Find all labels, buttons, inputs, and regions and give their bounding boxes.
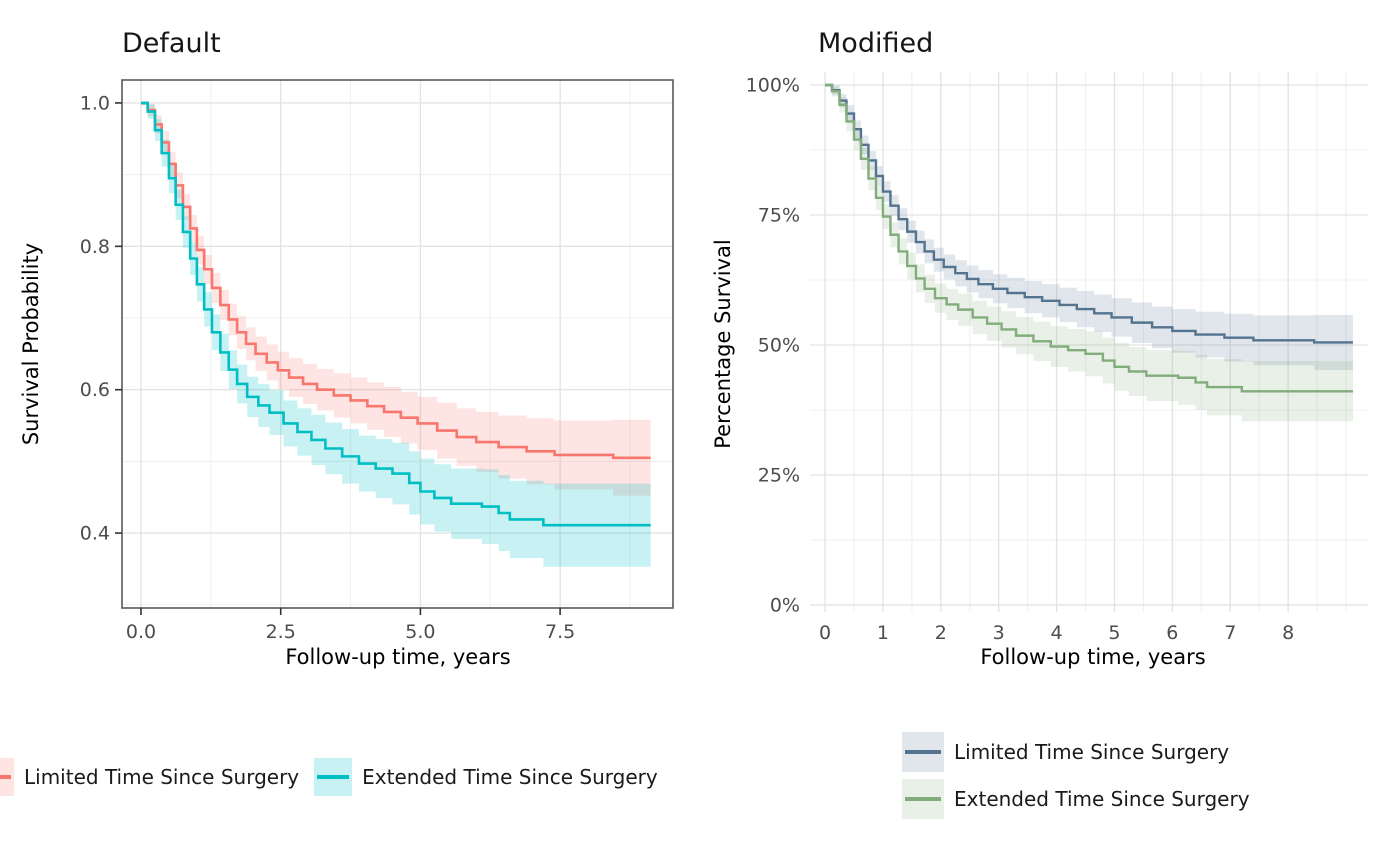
legend-label-extended-modified: Extended Time Since Surgery (954, 787, 1250, 811)
legend-key-line (0, 775, 11, 779)
axis-ticks (115, 102, 561, 615)
x-tick-label: 8 (1282, 622, 1294, 644)
x-tick-label: 5 (1108, 622, 1120, 644)
legend-label-extended-default: Extended Time Since Surgery (362, 765, 658, 789)
y-tick-label: 25% (758, 464, 800, 486)
legend-key-extended-default (314, 758, 353, 796)
chart-default-y-axis-title: Survival Probability (19, 242, 43, 446)
confidence-bands (141, 102, 651, 570)
survival-curve-extended-time-since-surgery (825, 83, 1353, 393)
x-tick-label: 0.0 (126, 621, 156, 643)
y-tick-label: 1.0 (80, 92, 110, 114)
chart-modified-survival-plot: 0 1 2 3 4 5 6 7 8 0% 25% 50% 75% 100% (746, 72, 1368, 644)
legend-label-limited-default: Limited Time Since Surgery (24, 765, 300, 789)
legend-key-line (905, 750, 941, 754)
x-axis-tick-labels: 0 1 2 3 4 5 6 7 8 (819, 622, 1294, 644)
y-tick-label: 0% (770, 594, 800, 616)
panel-border (121, 79, 674, 609)
gridlines-minor (122, 80, 673, 608)
x-tick-label: 3 (993, 622, 1005, 644)
legend-item-limited-default: Limited Time Since Surgery (0, 758, 299, 796)
x-tick-label: 1 (877, 622, 889, 644)
legend-key-limited-modified (902, 732, 944, 772)
legend-item-limited-modified: Limited Time Since Surgery (902, 732, 1250, 772)
legend-default: Limited Time Since Surgery Extended Time… (0, 758, 658, 796)
x-tick-label: 2.5 (266, 621, 296, 643)
y-tick-label: 100% (746, 75, 800, 97)
y-axis-tick-labels: 0% 25% 50% 75% 100% (746, 75, 800, 617)
y-tick-label: 0.4 (80, 523, 110, 545)
gridlines-minor (810, 72, 1368, 612)
y-axis-tick-labels: 0.4 0.6 0.8 1.0 (80, 92, 110, 544)
legend-key-extended-modified (902, 779, 944, 819)
survival-curve-limited-time-since-surgery (141, 101, 651, 460)
x-tick-label: 4 (1051, 622, 1063, 644)
x-tick-label: 7 (1224, 622, 1236, 644)
legend-key-limited-default (0, 758, 14, 796)
confidence-bands (825, 85, 1353, 424)
legend-item-extended-default: Extended Time Since Surgery (314, 758, 658, 796)
gridlines-major (122, 80, 673, 608)
y-tick-label: 0.8 (80, 236, 110, 258)
gridlines-major (810, 72, 1368, 612)
survival-curves (825, 83, 1353, 393)
y-tick-label: 0.6 (80, 379, 110, 401)
legend-modified: Limited Time Since Surgery Extended Time… (902, 732, 1250, 819)
x-tick-label: 2 (935, 622, 947, 644)
x-axis-tick-labels: 0.0 2.5 5.0 7.5 (126, 621, 575, 643)
survival-curves (141, 101, 651, 527)
ci-band-limited-time-since-surgery (141, 102, 651, 497)
survival-curve-extended-time-since-surgery (141, 101, 651, 527)
legend-label-limited-modified: Limited Time Since Surgery (954, 740, 1230, 764)
y-tick-label: 50% (758, 334, 800, 356)
y-tick-label: 75% (758, 204, 800, 226)
ci-band-extended-time-since-surgery (825, 85, 1353, 424)
x-tick-label: 5.0 (405, 621, 435, 643)
legend-key-line (317, 775, 350, 779)
x-tick-label: 6 (1166, 622, 1178, 644)
legend-item-extended-modified: Extended Time Since Surgery (902, 779, 1250, 819)
legend-key-line (905, 797, 941, 801)
ci-band-limited-time-since-surgery (825, 85, 1353, 371)
chart-default-x-axis-title: Follow-up time, years (285, 645, 511, 669)
chart-default-title: Default (122, 28, 221, 59)
chart-modified-title: Modified (818, 28, 934, 59)
x-tick-label: 7.5 (545, 621, 575, 643)
x-tick-label: 0 (819, 622, 831, 644)
chart-modified-x-axis-title: Follow-up time, years (980, 645, 1206, 669)
chart-default-survival-plot: 0.0 2.5 5.0 7.5 0.4 0.6 0.8 1.0 (80, 79, 674, 643)
chart-modified-y-axis-title: Percentage Survival (711, 239, 735, 449)
survival-curve-limited-time-since-surgery (825, 83, 1353, 344)
ci-band-extended-time-since-surgery (141, 102, 651, 570)
